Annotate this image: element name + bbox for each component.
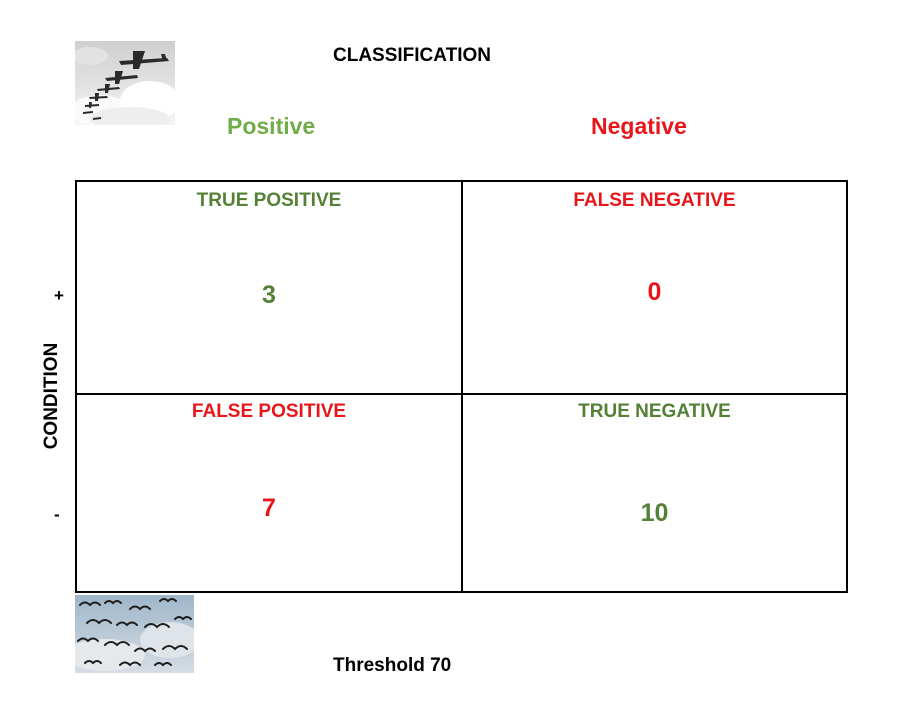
column-heading-positive: Positive — [227, 113, 316, 139]
confusion-matrix: TRUE POSITIVE 3 FALSE NEGATIVE 0 FALSE P… — [75, 180, 848, 593]
cell-label-true-positive: TRUE POSITIVE — [196, 190, 342, 211]
cell-value-false-positive: 7 — [262, 494, 276, 522]
cell-label-true-negative: TRUE NEGATIVE — [578, 401, 731, 422]
axis-title-condition: CONDITION — [41, 342, 62, 450]
planes-photo — [75, 41, 175, 125]
cell-value-true-positive: 3 — [262, 281, 276, 309]
column-heading-negative: Negative — [591, 113, 687, 139]
cell-false-negative: FALSE NEGATIVE 0 — [461, 180, 848, 395]
row-sign-negative: - — [54, 505, 60, 524]
cell-false-positive: FALSE POSITIVE 7 — [75, 393, 463, 593]
cell-label-false-positive: FALSE POSITIVE — [191, 401, 347, 422]
page-title: CLASSIFICATION — [333, 45, 491, 66]
row-sign-positive: + — [54, 286, 64, 305]
threshold-label: Threshold 70 — [333, 655, 452, 676]
cell-true-negative: TRUE NEGATIVE 10 — [461, 393, 848, 593]
cell-value-false-negative: 0 — [647, 278, 662, 306]
cell-label-false-negative: FALSE NEGATIVE — [573, 190, 736, 211]
cell-true-positive: TRUE POSITIVE 3 — [75, 180, 463, 395]
birds-photo — [75, 595, 194, 673]
cell-value-true-negative: 10 — [640, 499, 669, 527]
